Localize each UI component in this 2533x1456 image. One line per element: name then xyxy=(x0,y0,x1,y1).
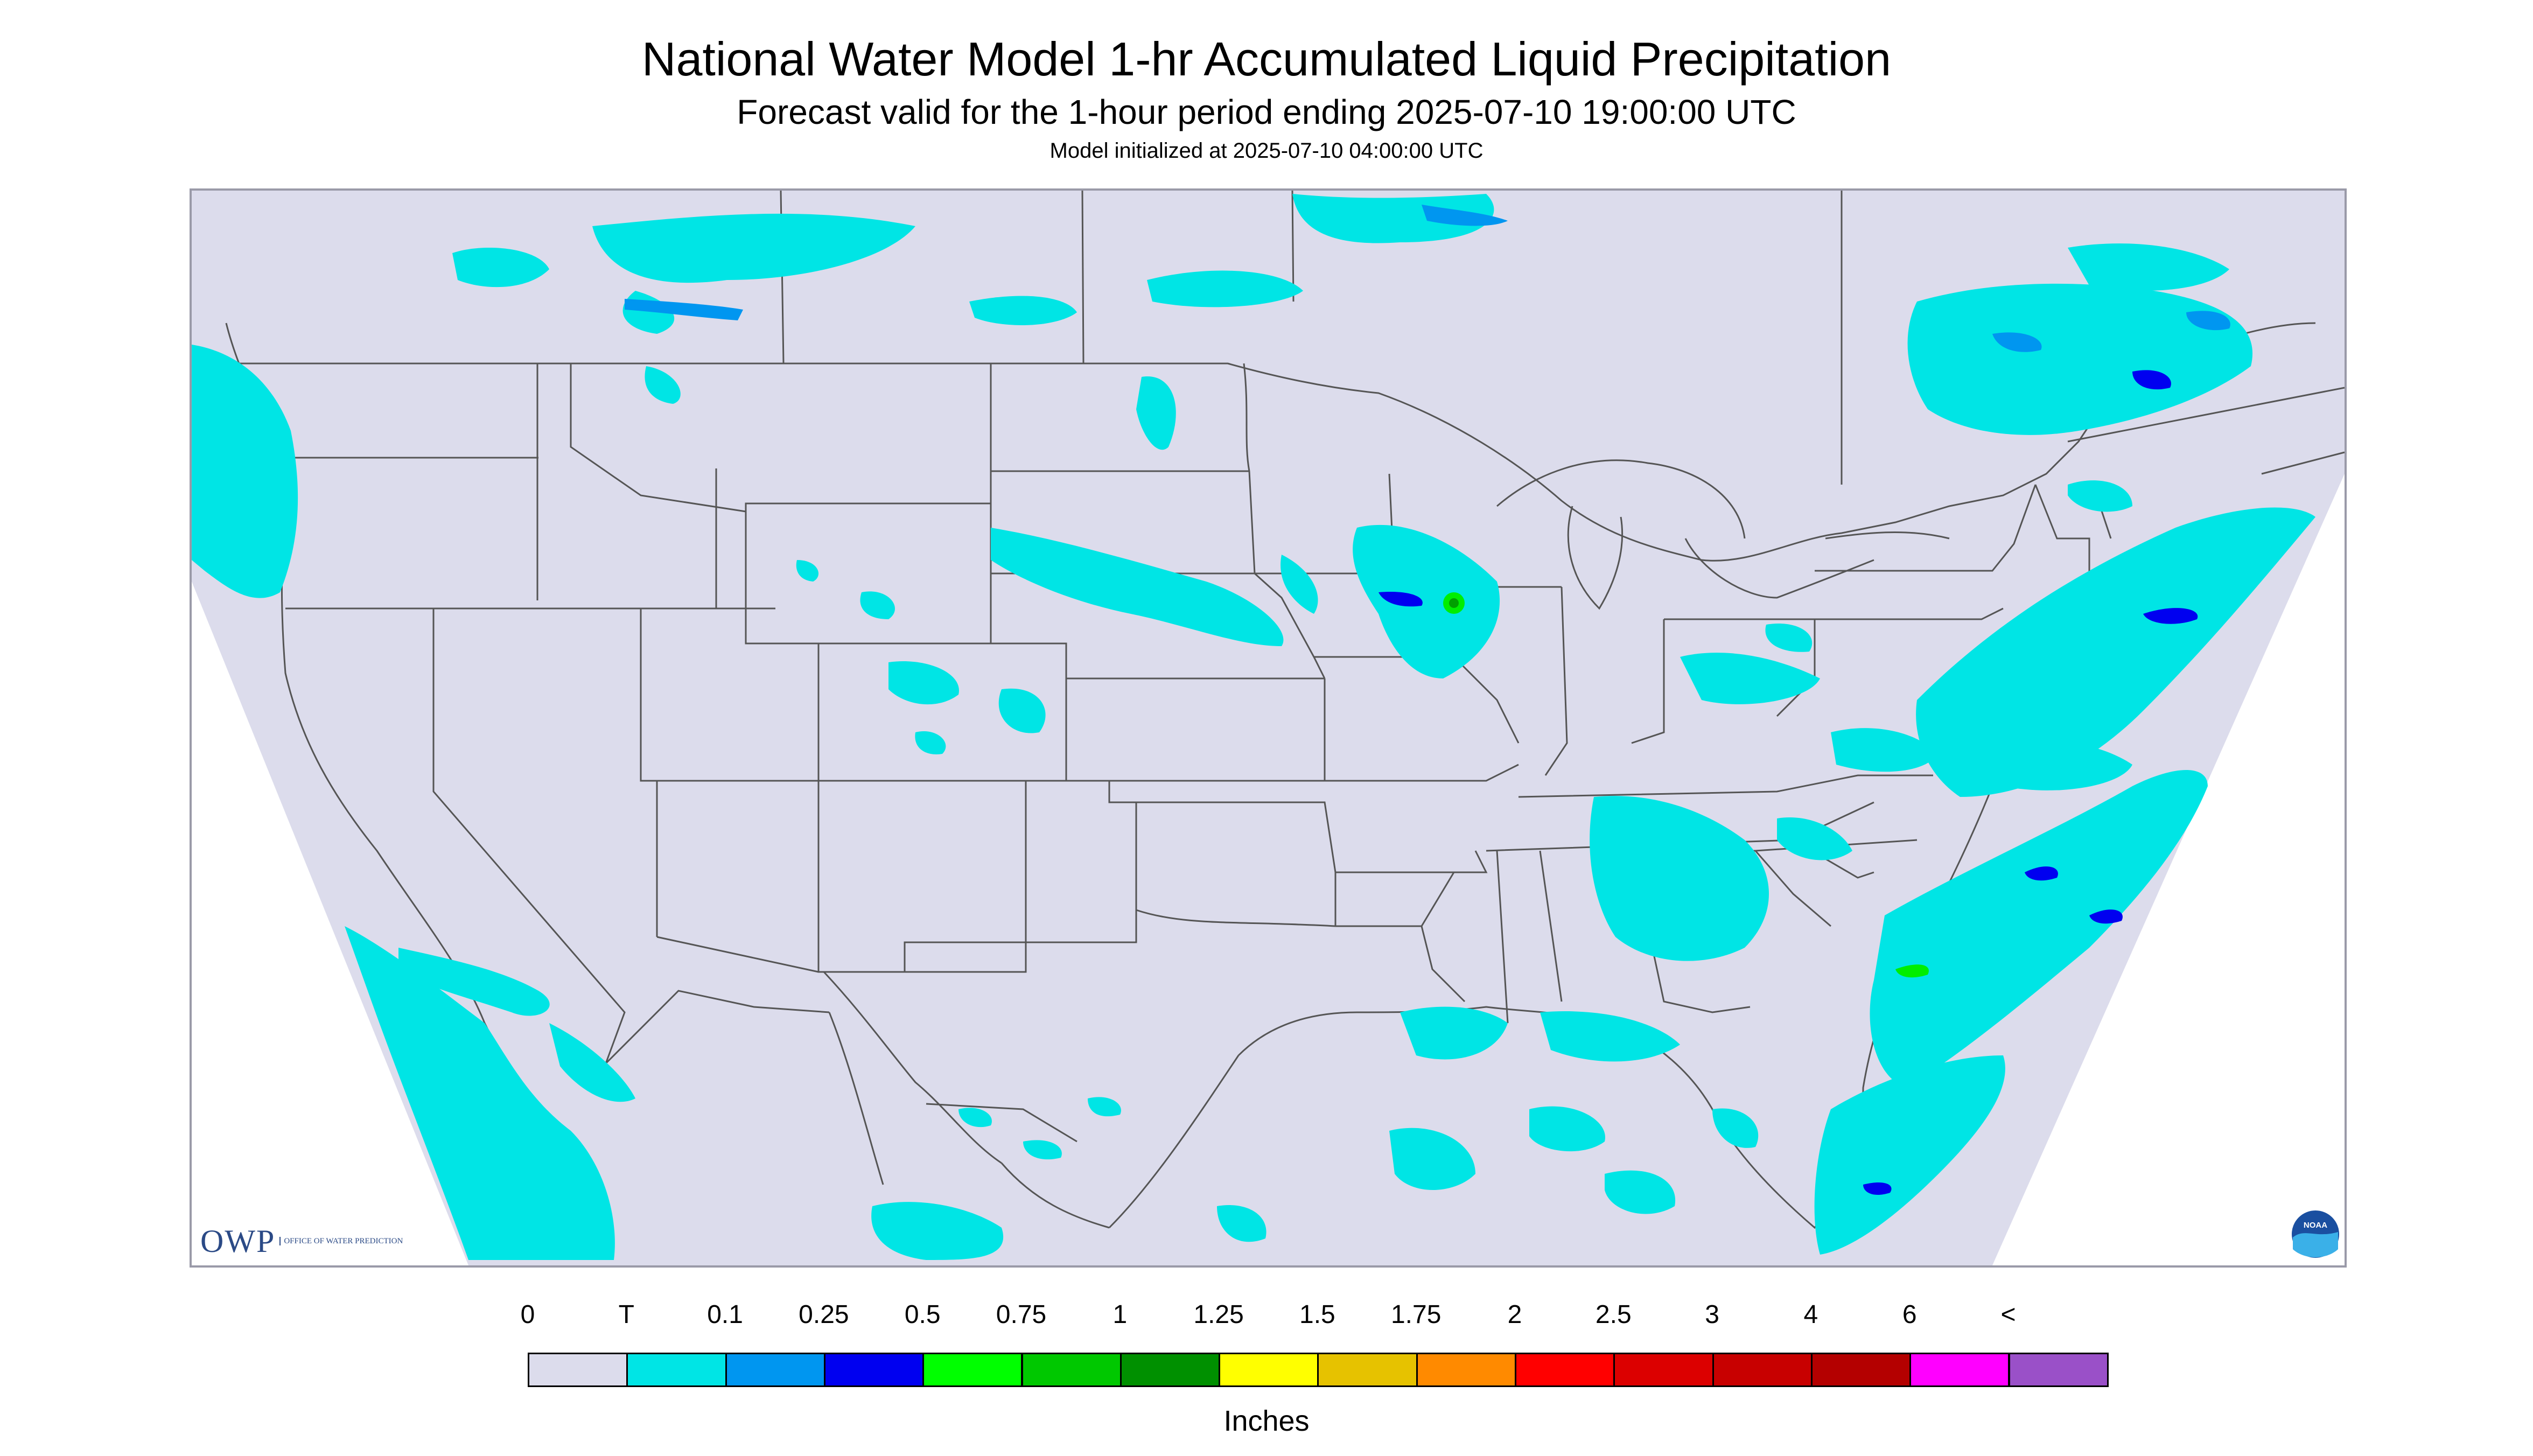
legend-tick-label: 1.25 xyxy=(1193,1300,1244,1329)
owp-logo: OWP OFFICE OF WATER PREDICTION xyxy=(200,1223,403,1259)
legend-tick-label: 0 xyxy=(520,1300,535,1329)
legend-color-box xyxy=(2008,1353,2109,1387)
legend-tick-label: 2 xyxy=(1507,1300,1522,1329)
legend-color-box xyxy=(1613,1353,1714,1387)
legend-color-box xyxy=(1219,1353,1319,1387)
model-init-time: Model initialized at 2025-07-10 04:00:00… xyxy=(1049,139,1484,163)
legend-color-box xyxy=(1515,1353,1615,1387)
legend-tick-label: 6 xyxy=(1902,1300,1917,1329)
legend-tick-label: 1.75 xyxy=(1390,1300,1442,1329)
legend-tick-label: 0.1 xyxy=(707,1300,743,1329)
legend-color-box xyxy=(1119,1353,1221,1387)
legend-color-box xyxy=(922,1353,1023,1387)
legend-color-box xyxy=(1712,1353,1813,1387)
legend-tick-label: 1.5 xyxy=(1299,1300,1335,1329)
legend-tick-label: 0.75 xyxy=(996,1300,1047,1329)
noaa-logo: NOAA xyxy=(2290,1208,2341,1260)
legend-tick-label: 1 xyxy=(1112,1300,1128,1329)
precipitation-areas xyxy=(192,194,2315,1260)
legend-tick-label: 4 xyxy=(1803,1300,1818,1329)
legend-color-box xyxy=(528,1353,628,1387)
legend-color-box xyxy=(1416,1353,1516,1387)
legend-unit-label: Inches xyxy=(1223,1405,1310,1437)
legend-color-box xyxy=(1021,1353,1122,1387)
noaa-logo-text: NOAA xyxy=(2304,1221,2327,1230)
owp-logo-full: OFFICE OF WATER PREDICTION xyxy=(279,1237,403,1245)
legend-tick-label: T xyxy=(618,1300,634,1329)
map-title: National Water Model 1-hr Accumulated Li… xyxy=(641,32,1892,86)
legend-color-box xyxy=(1317,1353,1418,1387)
owp-logo-text: OWP xyxy=(200,1223,276,1259)
legend-color-box xyxy=(1810,1353,1912,1387)
legend-tick-label: 3 xyxy=(1705,1300,1719,1329)
legend-color-box xyxy=(1909,1353,2010,1387)
legend-tick-label: < xyxy=(2000,1300,2016,1329)
legend-tick-label: 0.25 xyxy=(799,1300,849,1329)
legend-color-box xyxy=(626,1353,727,1387)
legend-tick-label: 0.5 xyxy=(904,1300,941,1329)
legend-color-box xyxy=(725,1353,825,1387)
map-subtitle: Forecast valid for the 1-hour period end… xyxy=(737,93,1796,131)
legend-color-box xyxy=(823,1353,925,1387)
legend-tick-label: 2.5 xyxy=(1595,1300,1632,1329)
map-domain xyxy=(192,191,2345,1265)
